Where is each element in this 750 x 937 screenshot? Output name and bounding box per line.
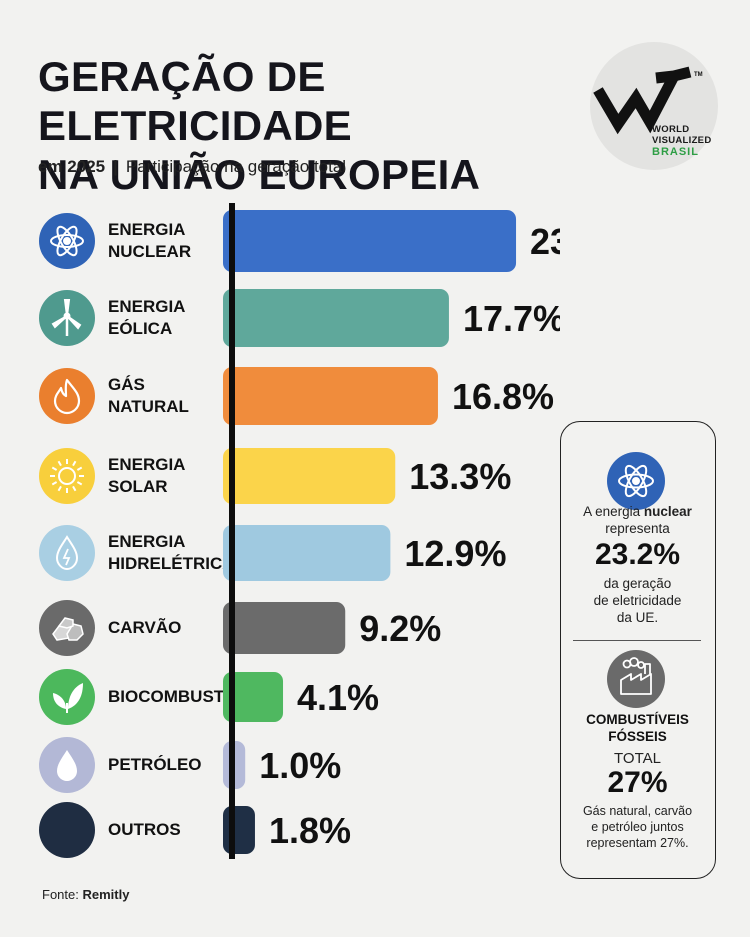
category-label-line: NUCLEAR: [108, 242, 192, 261]
flame-icon: [39, 368, 95, 424]
category-label-line: GÁS: [108, 375, 145, 394]
bar-chart: 23.2% 17.7% 16.8% 13.3% 12.9% 9.2% 4.1% 1.0% 1.8…: [223, 203, 560, 859]
callout-fossil-icon: [607, 650, 665, 708]
category-label-line: ENERGIA: [108, 532, 186, 551]
atom-icon: [39, 213, 95, 269]
category-label: PETRÓLEO: [108, 754, 202, 776]
callout-card: A energia nuclear representa 23.2% da ge…: [560, 421, 716, 879]
callout-nuclear-line1: A energia nuclear: [561, 504, 714, 519]
title-line-2: NA UNIÃO EUROPEIA: [38, 151, 481, 198]
bar: [223, 289, 449, 347]
dot-icon: [39, 802, 95, 858]
subtitle-separator: |: [113, 157, 118, 176]
callout-divider: [573, 640, 701, 641]
leaf-icon: [39, 669, 95, 725]
category-label-line: HIDRELÉTRICA: [108, 554, 235, 573]
category-label: ENERGIA NUCLEAR: [108, 219, 191, 263]
bar: [223, 525, 391, 581]
factory-icon: [620, 657, 652, 695]
callout-nuclear-before: A energia: [583, 504, 641, 519]
callout-fossil-value: 27%: [607, 766, 668, 799]
source-note: Fonte: Remitly: [42, 887, 129, 902]
value-label: 17.7%: [463, 298, 560, 339]
category-label-line: OUTROS: [108, 820, 181, 839]
logo-line-2: VISUALIZED: [652, 135, 712, 146]
oil-drop-icon: [39, 737, 95, 793]
page-title: GERAÇÃO DE ELETRICIDADE NA UNIÃO EUROPEI…: [38, 52, 578, 199]
category-label: CARVÃO: [108, 617, 181, 639]
category-label: ENERGIA EÓLICA: [108, 296, 185, 340]
category-label-line: SOLAR: [108, 477, 168, 496]
value-label: 9.2%: [359, 608, 441, 649]
callout-fossil-note2: e petróleo juntos: [591, 820, 684, 834]
category-label-line: ENERGIA: [108, 455, 186, 474]
value-label: 1.0%: [259, 745, 341, 786]
value-label: 13.3%: [409, 456, 511, 497]
callout-nuclear-line3: da geração: [603, 576, 672, 591]
callout-fossil-note1: Gás natural, carvão: [582, 804, 693, 818]
category-label-line: CARVÃO: [108, 618, 182, 637]
category-label-line: ENERGIA: [108, 220, 186, 239]
brand-logo-mark: [593, 66, 692, 135]
bar: [223, 210, 517, 272]
category-label-line: EÓLICA: [108, 319, 173, 338]
wind-turbine-icon: [39, 290, 95, 346]
logo-line-1: WORLD: [652, 124, 690, 135]
callout-nuclear-line4: de eletricidade: [593, 593, 682, 608]
value-label: 23.2%: [530, 221, 560, 262]
subtitle-text: Participação na geração total: [125, 157, 347, 176]
subtitle-year: em 2025: [38, 157, 106, 176]
value-label: 12.9%: [404, 533, 506, 574]
callout-nuclear-line5: da UE.: [616, 610, 659, 625]
callout-fossil-note3: representam 27%.: [586, 836, 689, 850]
value-label: 16.8%: [452, 376, 554, 417]
category-label: ENERGIA HIDRELÉTRICA: [108, 531, 235, 575]
value-label: 1.8%: [269, 810, 351, 851]
logo-line-3: BRASIL: [652, 146, 699, 158]
logo-trademark: TM: [694, 72, 703, 78]
title-line-1: GERAÇÃO DE ELETRICIDADE: [38, 53, 352, 149]
callout-nuclear-line2: representa: [605, 521, 670, 536]
category-label-line: ENERGIA: [108, 297, 186, 316]
bar: [223, 602, 346, 654]
bar: [223, 806, 255, 854]
category-label: ENERGIA SOLAR: [108, 454, 185, 498]
callout-fossil-heading1: COMBUSTÍVEIS: [586, 712, 689, 727]
category-label: GÁS NATURAL: [108, 374, 189, 418]
callout-fossil-total-label: TOTAL: [614, 750, 661, 767]
bar: [223, 672, 284, 722]
sun-icon: [39, 448, 95, 504]
callout-nuclear-icon: [607, 452, 665, 510]
category-label-line: NATURAL: [108, 397, 189, 416]
callout-nuclear-value: 23.2%: [594, 538, 681, 571]
coal-icon: [39, 600, 95, 656]
bar: [223, 367, 438, 425]
source-label: Fonte:: [42, 887, 79, 902]
category-label: OUTROS: [108, 819, 181, 841]
water-drop-icon: [39, 525, 95, 581]
callout-fossil-heading2: FÓSSEIS: [608, 729, 667, 744]
callout-nuclear-bold: nuclear: [643, 504, 692, 519]
bar: [223, 448, 396, 504]
axis-line: [229, 203, 235, 859]
value-label: 4.1%: [297, 677, 379, 718]
atom-icon: [618, 464, 654, 498]
subtitle: em 2025 | Participação na geração total: [38, 157, 346, 177]
category-label-line: PETRÓLEO: [108, 755, 202, 774]
brand-logo: TM WORLD VISUALIZED BRASIL: [590, 42, 718, 170]
source-name: Remitly: [82, 887, 130, 902]
